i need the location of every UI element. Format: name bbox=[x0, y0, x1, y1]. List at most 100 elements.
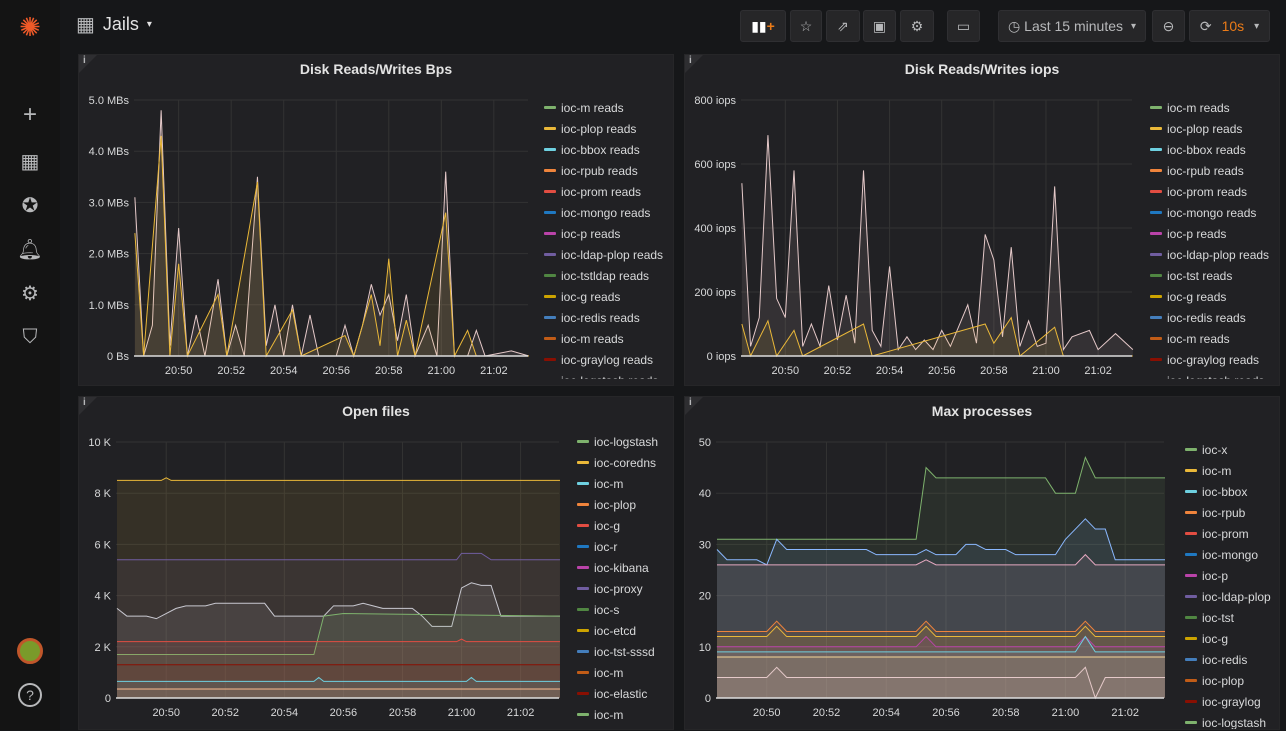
legend-item[interactable]: ioc-redis bbox=[1185, 649, 1281, 670]
chart-disk-bps: 5.0 MBs 4.0 MBs 3.0 MBs 2.0 MBs 1.0 MBs 0 Bs 2… bbox=[89, 95, 530, 377]
legend-item[interactable]: ioc-rpub reads bbox=[544, 160, 674, 181]
legend-item[interactable]: ioc-s bbox=[577, 599, 673, 620]
info-icon[interactable]: i bbox=[685, 55, 703, 73]
legend-item[interactable]: ioc-bbox reads bbox=[544, 139, 674, 160]
legend-item[interactable]: ioc-g bbox=[1185, 628, 1281, 649]
legend-item[interactable]: ioc-kibana bbox=[577, 557, 673, 578]
legend-item[interactable]: ioc-x bbox=[1185, 439, 1281, 460]
time-range-picker[interactable]: ◷ Last 15 minutes ▾ bbox=[998, 10, 1146, 42]
legend-item[interactable]: ioc-m bbox=[577, 662, 673, 683]
share-button[interactable]: ⇗ bbox=[826, 10, 860, 42]
panel-title[interactable]: Disk Reads/Writes iops bbox=[904, 61, 1060, 77]
y-tick-label: 20 bbox=[699, 591, 711, 603]
legend-label: ioc-bbox reads bbox=[561, 142, 640, 157]
legend-item[interactable]: ioc-mongo reads bbox=[1150, 202, 1280, 223]
shield-icon[interactable]: ⛉ bbox=[22, 325, 38, 348]
legend-item[interactable]: ioc-rpub reads bbox=[1150, 160, 1280, 181]
legend-item[interactable]: ioc-bbox reads bbox=[1150, 139, 1280, 160]
zoom-out-icon: ⊖ bbox=[1162, 17, 1175, 34]
legend-item[interactable]: ioc-g bbox=[577, 515, 673, 536]
legend-item[interactable]: ioc-m reads bbox=[1150, 328, 1280, 349]
legend-item[interactable]: ioc-mongo reads bbox=[544, 202, 674, 223]
grafana-logo-icon[interactable]: ✺ bbox=[19, 11, 41, 42]
gear-icon[interactable]: ⚙ bbox=[21, 282, 39, 305]
legend-swatch bbox=[577, 608, 589, 611]
legend-item[interactable]: ioc-tst-sssd bbox=[577, 641, 673, 662]
legend-label: ioc-redis bbox=[1202, 652, 1248, 667]
info-icon[interactable]: i bbox=[685, 397, 703, 415]
settings-button[interactable]: ⚙ bbox=[900, 10, 934, 42]
legend-item[interactable]: ioc-logstash bbox=[1185, 712, 1281, 729]
alert-bell-icon[interactable]: 🔔︎ bbox=[17, 238, 43, 261]
legend-item[interactable]: ioc-tst bbox=[1185, 607, 1281, 628]
legend-item[interactable]: ioc-plop reads bbox=[1150, 118, 1280, 139]
panel-title[interactable]: Max processes bbox=[931, 403, 1033, 419]
legend-item[interactable]: ioc-prom reads bbox=[1150, 181, 1280, 202]
legend-item[interactable]: ioc-m bbox=[577, 473, 673, 494]
legend-item[interactable]: ioc-prom bbox=[1185, 523, 1281, 544]
series-area bbox=[716, 457, 1165, 698]
legend-item[interactable]: ioc-mongo bbox=[1185, 544, 1281, 565]
legend-label: ioc-graylog reads bbox=[1167, 352, 1260, 367]
legend-swatch bbox=[1150, 295, 1162, 298]
legend-item[interactable]: ioc-ldap-plop reads bbox=[1150, 244, 1280, 265]
zoom-out-button[interactable]: ⊖ bbox=[1152, 10, 1185, 42]
legend-swatch bbox=[577, 692, 589, 695]
legend-item[interactable]: ioc-tst reads bbox=[1150, 265, 1280, 286]
legend-label: ioc-mongo reads bbox=[1167, 205, 1257, 220]
add-panel-button[interactable]: ▮▮+ bbox=[740, 10, 786, 42]
help-icon[interactable]: ? bbox=[15, 680, 45, 710]
user-avatar[interactable] bbox=[15, 636, 45, 666]
series-line bbox=[716, 553, 1165, 566]
legend-item[interactable]: ioc-graylog bbox=[1185, 691, 1281, 712]
legend-item[interactable]: ioc-plop bbox=[577, 494, 673, 515]
legend-item[interactable]: ioc-m reads bbox=[1150, 97, 1280, 118]
legend-item[interactable]: ioc-m reads bbox=[544, 97, 674, 118]
legend-item[interactable]: ioc-p reads bbox=[1150, 223, 1280, 244]
star-button[interactable]: ☆ bbox=[790, 10, 822, 42]
legend-item[interactable]: ioc-p reads bbox=[544, 223, 674, 244]
save-icon: ▣ bbox=[872, 17, 887, 34]
legend-item[interactable]: ioc-r bbox=[577, 536, 673, 557]
explore-icon[interactable]: ✪ bbox=[21, 194, 39, 217]
legend-item[interactable]: ioc-g reads bbox=[544, 286, 674, 307]
legend-item[interactable]: ioc-logstash bbox=[577, 431, 673, 452]
legend-item[interactable]: ioc-tstldap reads bbox=[544, 265, 674, 286]
refresh-picker[interactable]: ⟳ 10s ▾ bbox=[1189, 10, 1270, 42]
dashboard-picker[interactable]: ▦ Jails ▾ bbox=[76, 12, 152, 37]
legend-swatch bbox=[1185, 469, 1197, 472]
legend-item[interactable]: ioc-etcd bbox=[577, 620, 673, 641]
legend-item[interactable]: ioc-graylog reads bbox=[544, 349, 674, 370]
panel-title[interactable]: Disk Reads/Writes Bps bbox=[299, 61, 453, 77]
legend-item[interactable]: ioc-plop reads bbox=[544, 118, 674, 139]
legend-item[interactable]: ioc-redis reads bbox=[544, 307, 674, 328]
legend-item[interactable]: ioc-ldap-plop reads bbox=[544, 244, 674, 265]
legend-item[interactable]: ioc-g reads bbox=[1150, 286, 1280, 307]
info-icon[interactable]: i bbox=[79, 397, 97, 415]
legend-item[interactable]: ioc-graylog reads bbox=[1150, 349, 1280, 370]
legend-label: ioc-elastic bbox=[594, 686, 648, 701]
legend-item[interactable]: ioc-logstash reads bbox=[544, 370, 674, 380]
legend-item[interactable]: ioc-rpub bbox=[1185, 502, 1281, 523]
legend-item[interactable]: ioc-plop bbox=[1185, 670, 1281, 691]
legend-item[interactable]: ioc-bbox bbox=[1185, 481, 1281, 502]
legend-item[interactable]: ioc-logstash reads bbox=[1150, 370, 1280, 380]
tv-mode-button[interactable]: ▭ bbox=[947, 10, 980, 42]
plus-icon[interactable]: + bbox=[22, 101, 37, 128]
legend-item[interactable]: ioc-prom reads bbox=[544, 181, 674, 202]
legend-item[interactable]: ioc-elastic bbox=[577, 683, 673, 704]
legend-item[interactable]: ioc-ldap-plop bbox=[1185, 586, 1281, 607]
legend-item[interactable]: ioc-m bbox=[1185, 460, 1281, 481]
legend-item[interactable]: ioc-m reads bbox=[544, 328, 674, 349]
y-tick-label: 30 bbox=[699, 539, 711, 551]
legend-item[interactable]: ioc-m bbox=[577, 704, 673, 725]
legend-item[interactable]: ioc-coredns bbox=[577, 452, 673, 473]
info-icon[interactable]: i bbox=[79, 55, 97, 73]
dashboards-icon[interactable]: ▦ bbox=[20, 150, 40, 173]
legend-item[interactable]: ioc-redis reads bbox=[1150, 307, 1280, 328]
save-button[interactable]: ▣ bbox=[863, 10, 896, 42]
panel-title[interactable]: Open files bbox=[342, 403, 410, 419]
legend-label: ioc-tst reads bbox=[1167, 268, 1233, 283]
legend-item[interactable]: ioc-proxy bbox=[577, 578, 673, 599]
legend-item[interactable]: ioc-p bbox=[1185, 565, 1281, 586]
